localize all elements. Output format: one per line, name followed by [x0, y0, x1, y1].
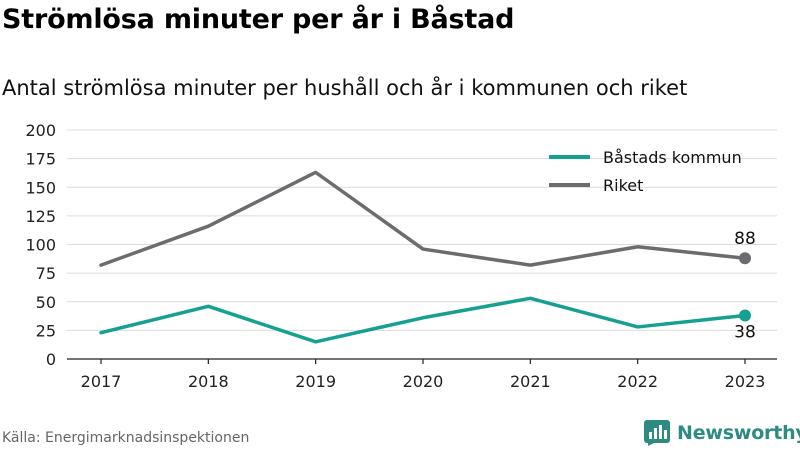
brand-logo[interactable]: Newsworthy [644, 420, 800, 446]
data-label: 38 [734, 322, 756, 342]
data-label: 88 [734, 229, 756, 249]
x-tick-label: 2017 [81, 372, 122, 391]
legend: Båstads kommun Riket [549, 148, 742, 195]
chart-subtitle: Antal strömlösa minuter per hushåll och … [2, 76, 688, 100]
axes: 0 25 50 75 100 125 150 175 200 2017 2018 2019 2020 20… [25, 121, 777, 391]
x-tick-label: 2020 [403, 372, 444, 391]
newsworthy-logo-icon [644, 420, 670, 446]
end-point-marker [739, 309, 751, 322]
y-tick-label: 75 [36, 264, 56, 283]
legend-label: Riket [603, 176, 643, 195]
legend-label: Båstads kommun [603, 148, 742, 167]
x-tick-label: 2022 [617, 372, 658, 391]
y-tick-label: 0 [46, 350, 56, 369]
series-line [99, 170, 747, 267]
x-tick-label: 2021 [510, 372, 551, 391]
series-lines: 38 88 [99, 170, 756, 344]
y-tick-label: 200 [25, 121, 56, 140]
y-tick-label: 175 [25, 150, 56, 169]
source-note: Källa: Energimarknadsinspektionen [2, 430, 250, 446]
y-tick-label: 50 [36, 293, 56, 312]
end-point-marker [739, 252, 751, 265]
y-tick-label: 125 [25, 207, 56, 226]
x-tick-label: 2018 [188, 372, 229, 391]
page-title: Strömlösa minuter per år i Båstad [2, 4, 515, 35]
brand-name: Newsworthy [677, 422, 800, 444]
y-tick-label: 100 [25, 236, 56, 255]
series-line [99, 296, 747, 344]
x-tick-label: 2023 [725, 372, 766, 391]
x-tick-label: 2019 [295, 372, 336, 391]
y-tick-label: 25 [36, 321, 56, 340]
y-tick-label: 150 [25, 178, 56, 197]
grid-lines [67, 129, 777, 331]
